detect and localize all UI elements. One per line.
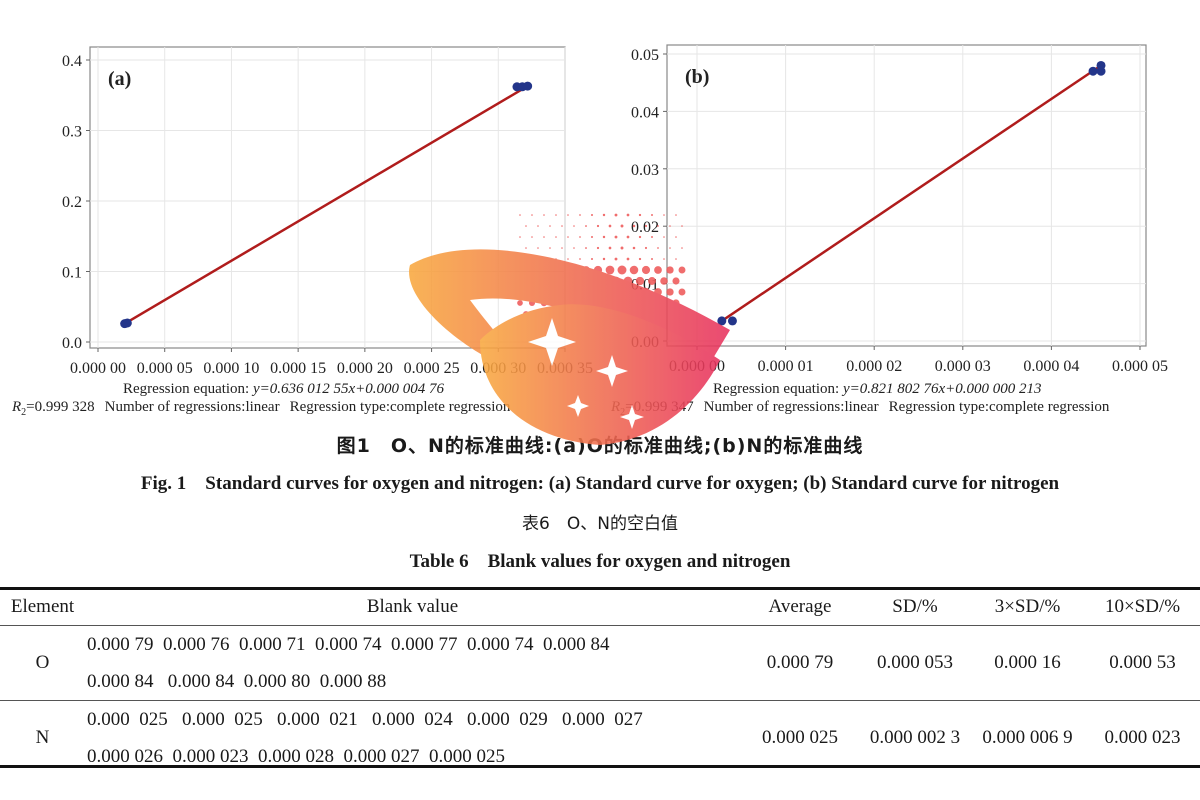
header-10sd: 10×SD/% xyxy=(1085,589,1200,626)
table-row-cont: 0.000 026 0.000 023 0.000 028 0.000 027 … xyxy=(0,738,1200,775)
cell-sd: 0.000 002 3 xyxy=(869,727,961,748)
y-tick-label: 0.2 xyxy=(62,194,82,211)
panel-label: (a) xyxy=(108,68,131,90)
cell-10sd: 0.000 023 xyxy=(1104,727,1181,748)
regression-stats-b: R2=0.999 347 Number of regressions:linear… xyxy=(611,399,1109,421)
y-tick-label: 0.0 xyxy=(62,335,82,352)
r2-label: R xyxy=(12,399,22,415)
r2-value: =0.999 328 xyxy=(26,399,95,415)
table-row-cont: 0.000 84 0.000 84 0.000 80 0.000 88 xyxy=(0,663,1200,701)
x-tick-label: 0.000 05 xyxy=(1112,358,1168,375)
x-tick-label: 0.000 25 xyxy=(404,360,460,377)
x-tick-label: 0.000 03 xyxy=(935,358,991,375)
r2-label: R xyxy=(611,399,621,415)
figure-caption-en: Fig. 1 Standard curves for oxygen and ni… xyxy=(140,473,1060,494)
data-point xyxy=(717,316,727,326)
chart-oxygen-standard-curve: 0.000 00 0.000 05 0.000 10 0.000 15 0.000 20… xyxy=(62,46,593,377)
y-tick-label: 0.04 xyxy=(631,104,659,121)
x-tick-label: 0.000 01 xyxy=(758,358,814,375)
regression-stats-a: R2=0.999 328 Number of regressions:linear… xyxy=(12,399,510,421)
regression-line xyxy=(124,85,529,325)
header-blank-value: Blank value xyxy=(85,589,740,626)
cell-blank-value-line1: 0.000 79 0.000 76 0.000 71 0.000 74 0.00… xyxy=(87,634,610,655)
cell-average: 0.000 79 xyxy=(740,625,860,701)
regression-label: Regression equation: xyxy=(123,381,253,397)
regression-info-a: Regression equation: y=0.636 012 55x+0.0… xyxy=(123,381,444,398)
number-of-regressions: Number of regressions:linear xyxy=(104,399,280,415)
blank-values-table: Element Blank value Average SD/% 3×SD/% … xyxy=(0,589,1200,775)
cell-blank-value-line2: 0.000 026 0.000 023 0.000 028 0.000 027 … xyxy=(87,746,505,767)
regression-info-b: Regression equation: y=0.821 802 76x+0.0… xyxy=(713,381,1042,398)
x-tick-label: 0.000 20 xyxy=(337,360,393,377)
regression-line xyxy=(721,64,1102,322)
x-tick-label: 0.000 00 xyxy=(669,358,725,375)
data-point xyxy=(523,81,533,91)
cell-3sd: 0.000 16 xyxy=(970,625,1085,701)
data-point xyxy=(122,318,132,328)
regression-equation: y=0.636 012 55x+0.000 004 76 xyxy=(252,381,445,397)
y-tick-label: 0.01 xyxy=(631,277,659,294)
table-row: O 0.000 79 0.000 76 0.000 71 0.000 74 0.… xyxy=(0,625,1200,701)
regression-label: Regression equation: xyxy=(713,381,843,397)
x-tick-label: 0.000 30 xyxy=(470,360,526,377)
r2-sub: 2 xyxy=(21,407,27,418)
x-tick-label: 0.000 04 xyxy=(1023,358,1079,375)
table-top-rule xyxy=(0,587,1200,590)
cell-average: 0.000 025 xyxy=(762,727,838,748)
header-sd: SD/% xyxy=(860,589,970,626)
y-tick-label: 0.05 xyxy=(631,47,659,64)
x-tick-label: 0.000 05 xyxy=(137,360,193,377)
cell-blank-value-line1: 0.000 025 0.000 025 0.000 021 0.000 024 … xyxy=(87,709,643,730)
panel-label: (b) xyxy=(685,66,709,88)
table-bottom-rule xyxy=(0,765,1200,768)
x-tick-label: 0.000 15 xyxy=(270,360,326,377)
y-tick-label: 0.1 xyxy=(62,265,82,282)
regression-equation: y=0.821 802 76x+0.000 000 213 xyxy=(842,381,1042,397)
regression-type: Regression type:complete regression xyxy=(289,399,511,415)
table-row: N 0.000 025 0.000 025 0.000 021 0.000 02… xyxy=(0,701,1200,748)
cell-3sd: 0.000 006 9 xyxy=(982,727,1073,748)
figure-caption-cn: 图1 O、N的标准曲线:(a)O的标准曲线;(b)N的标准曲线 xyxy=(336,435,864,457)
header-3sd: 3×SD/% xyxy=(970,589,1085,626)
y-tick-label: 0.02 xyxy=(631,219,659,236)
x-tick-label: 0.000 35 xyxy=(537,360,593,377)
data-point xyxy=(1096,60,1106,70)
chart-nitrogen-standard-curve: 0.000 00 0.000 01 0.000 02 0.000 03 0.000 04… xyxy=(631,44,1168,375)
header-element: Element xyxy=(0,589,85,626)
x-tick-label: 0.000 02 xyxy=(846,358,902,375)
r2-value: =0.999 347 xyxy=(625,399,694,415)
table-caption-en: Table 6 Blank values for oxygen and nitr… xyxy=(409,551,791,572)
cell-blank-value-line2: 0.000 84 0.000 84 0.000 80 0.000 88 xyxy=(85,663,740,701)
y-tick-label: 0.03 xyxy=(631,162,659,179)
y-tick-label: 0.00 xyxy=(631,334,659,351)
x-tick-label: 0.000 10 xyxy=(203,360,259,377)
data-point xyxy=(1088,66,1098,76)
sparkle-icon xyxy=(567,395,589,417)
header-average: Average xyxy=(740,589,860,626)
cell-sd: 0.000 053 xyxy=(860,625,970,701)
y-tick-label: 0.4 xyxy=(62,53,82,70)
cell-10sd: 0.000 53 xyxy=(1085,625,1200,701)
cell-element: O xyxy=(0,625,85,701)
table-caption-cn: 表6 O、N的空白值 xyxy=(522,514,678,534)
cell-element: N xyxy=(35,727,50,748)
table-header-row: Element Blank value Average SD/% 3×SD/% … xyxy=(0,589,1200,626)
x-tick-label: 0.000 00 xyxy=(70,360,126,377)
y-tick-label: 0.3 xyxy=(62,124,82,141)
regression-type: Regression type:complete regression xyxy=(888,399,1110,415)
data-point xyxy=(727,316,737,326)
number-of-regressions: Number of regressions:linear xyxy=(703,399,879,415)
